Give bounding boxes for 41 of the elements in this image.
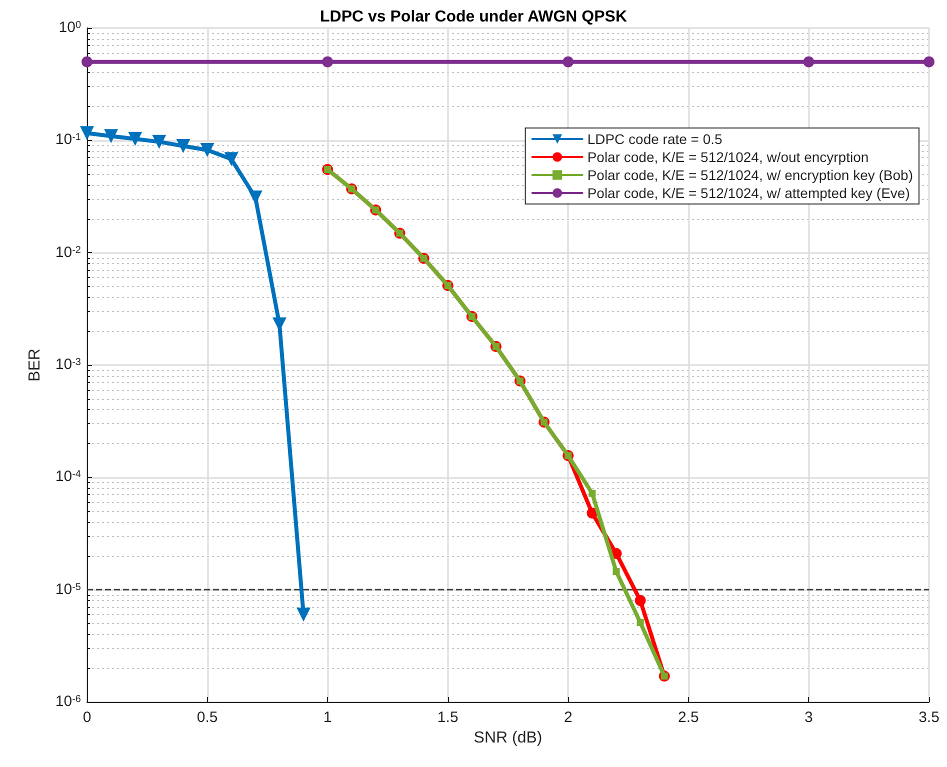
point [586,508,598,519]
x-tick-label: 2.5 [678,709,699,726]
point [322,56,334,68]
x-tick-label: 0.5 [196,709,218,726]
point [152,134,166,149]
point [82,56,92,68]
y-tick-label: 10$^{-4}$ [55,467,81,488]
y-tick-label: 10$^{-5}$ [55,580,81,600]
x-tick-label: 1 [323,709,332,726]
legend-label: LDPC code rate = 0.5 [587,131,723,147]
x-tick-label: 1.5 [437,709,458,726]
legend-label: Polar code, K/E = 512/1024, w/out encyrption [587,149,869,165]
y-tick-label: 10$^{-2}$ [55,242,81,263]
x-tick-label: 0 [82,709,92,726]
point [128,132,142,146]
point [248,190,262,204]
point [80,126,94,140]
point [224,152,238,166]
point [200,143,214,158]
y-tick-label: 10$^{-1}$ [55,130,81,150]
point [562,56,574,68]
legend-label: Polar code, K/E = 512/1024, w/ attempted key (Eve) [587,185,910,201]
point [104,129,118,144]
y-tick-label: 10$^{-3}$ [55,355,81,375]
x-tick-label: 3.5 [918,709,940,726]
x-tick-label: 2 [564,709,572,726]
point [636,619,644,626]
point [612,568,620,576]
y-axis-title: BER [26,348,44,382]
y-tick-label: 10$^{-6}$ [55,692,81,712]
point [634,595,646,606]
point [176,139,190,154]
x-axis-title: SNR (dB) [474,730,542,746]
point [803,56,814,68]
y-tick-label: 10$^{0}$ [58,18,81,38]
x-tick-label: 3 [804,709,813,726]
legend-label: Polar code, K/E = 512/1024, w/ encryption key (Bob) [587,167,914,183]
point [296,608,311,622]
point [924,56,934,68]
point [588,490,596,497]
chart-title: LDPC vs Polar Code under AWGN QPSK [320,8,628,26]
